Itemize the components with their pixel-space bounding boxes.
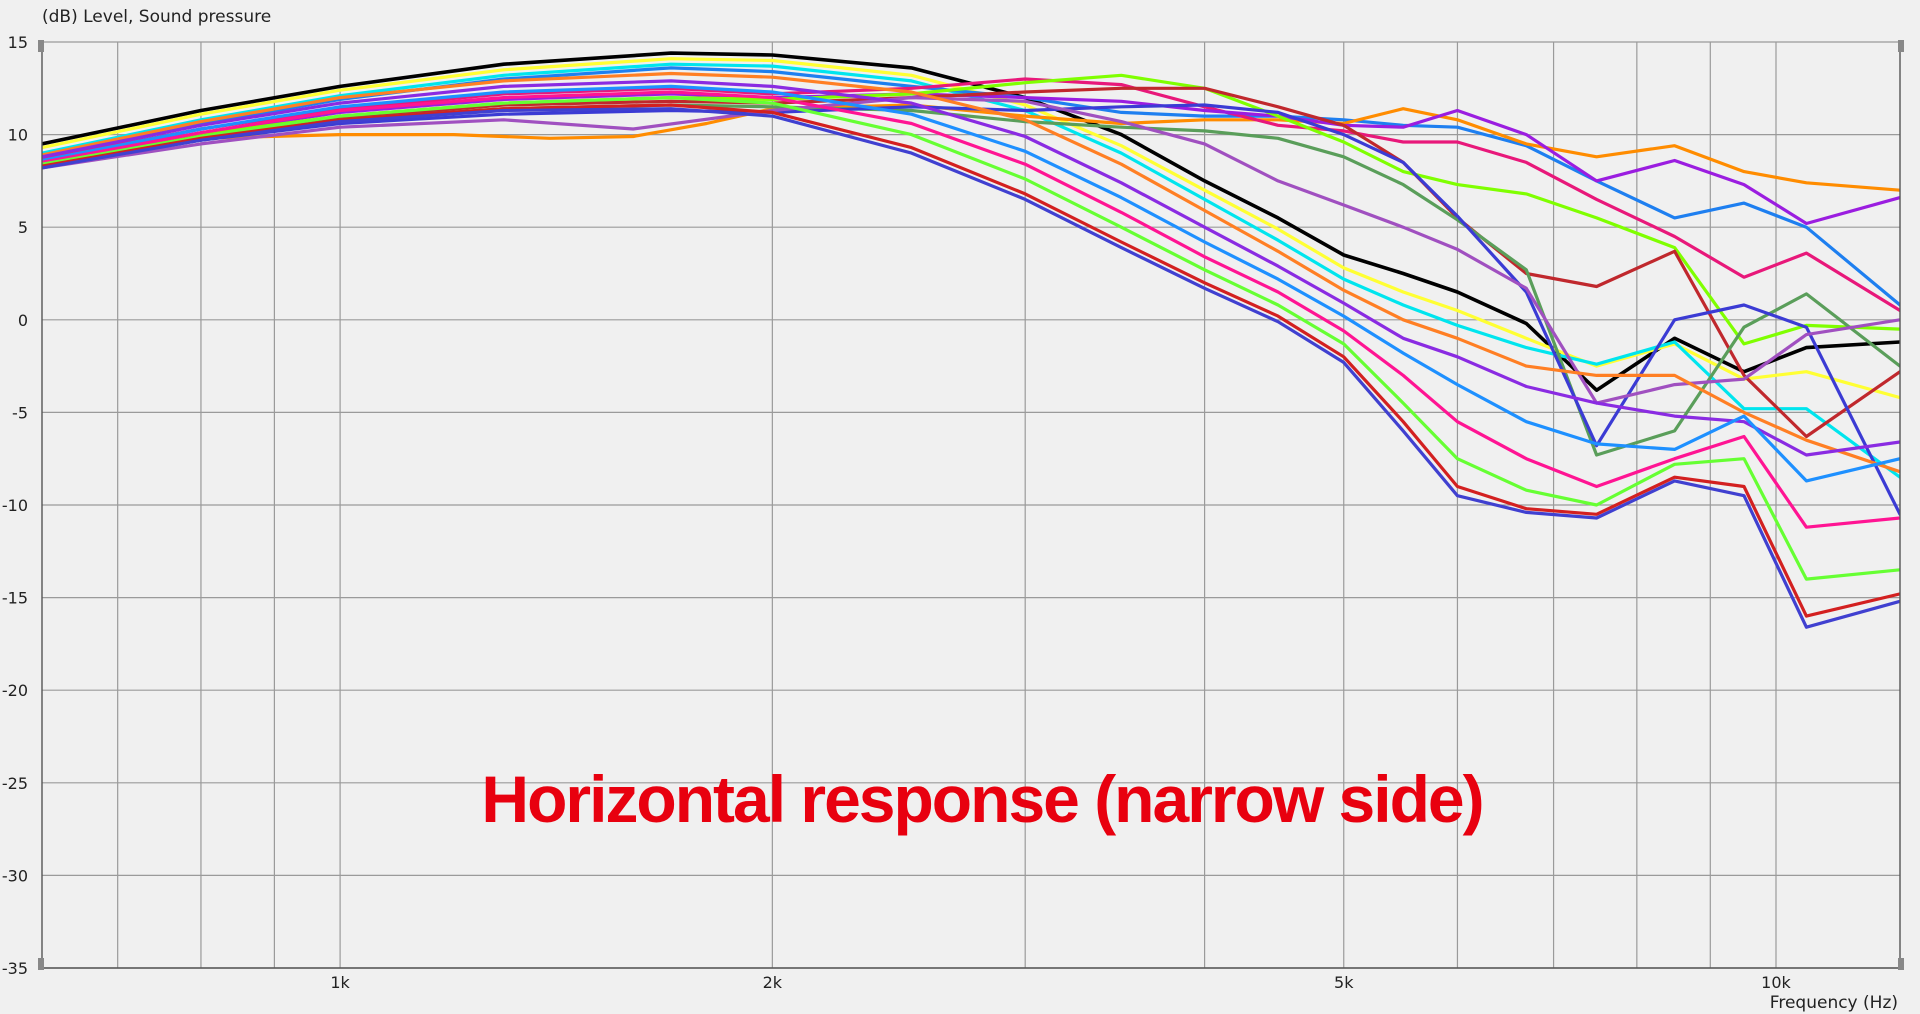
series-line: [42, 92, 1900, 226]
series-line: [42, 107, 1900, 629]
x-tick-label: 5k: [1334, 973, 1354, 992]
y-tick-label: 15: [8, 33, 28, 52]
y-tick-label: -15: [2, 589, 28, 608]
axis-end-marker: [38, 40, 44, 52]
axis-end-marker: [1898, 958, 1904, 970]
series-line: [42, 86, 1900, 439]
series-line: [42, 95, 1900, 405]
series-group: [42, 51, 1900, 629]
y-tick-label: -10: [2, 496, 28, 515]
y-tick-label: -20: [2, 681, 28, 700]
series-line: [42, 79, 1900, 457]
y-tick-label: -5: [12, 403, 28, 422]
plot-frame: [38, 40, 1904, 970]
x-tick-labels: 1k 2k 5k 10k: [330, 973, 1791, 992]
y-tick-label: 5: [18, 218, 28, 237]
y-tick-label: -30: [2, 866, 28, 885]
y-tick-label: 10: [8, 126, 28, 145]
y-axis-unit-label: (dB) Level, Sound pressure: [42, 7, 271, 27]
chart-annotation: Horizontal response (narrow side): [481, 762, 1482, 836]
series-line: [42, 103, 1900, 516]
y-tick-label: -35: [2, 959, 28, 978]
series-line: [42, 95, 1900, 581]
x-tick-label: 1k: [330, 973, 350, 992]
y-tick-labels: 15 10 5 0 -5 -10 -15 -20 -25 -30 -35: [2, 33, 28, 978]
series-line: [42, 77, 1900, 313]
axis-end-marker: [1898, 40, 1904, 52]
series-line: [42, 84, 1900, 483]
series-lines: [42, 51, 1900, 629]
y-tick-label: -25: [2, 774, 28, 793]
x-axis-unit-label: Frequency (Hz): [1770, 993, 1898, 1013]
series-line: [42, 62, 1900, 479]
series-line: [42, 71, 1900, 474]
x-tick-label: 2k: [763, 973, 783, 992]
axis-end-marker: [38, 958, 44, 970]
x-tick-label: 10k: [1761, 973, 1791, 992]
series-line: [42, 103, 1900, 618]
y-tick-label: 0: [18, 311, 28, 330]
series-line: [42, 90, 1900, 529]
series-line: [42, 103, 1900, 192]
series-line: [42, 57, 1900, 400]
